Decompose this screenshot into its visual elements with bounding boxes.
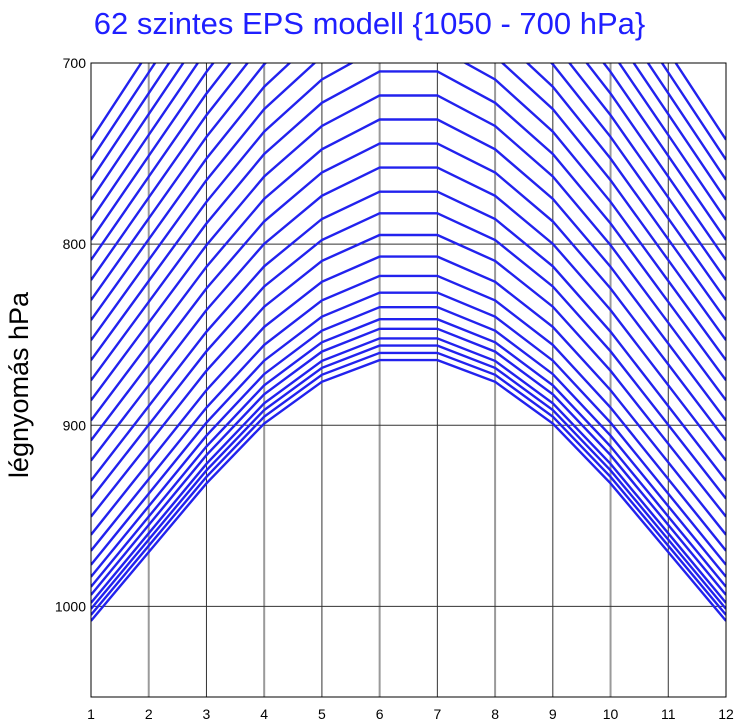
model-level-line [91, 318, 726, 588]
x-tick-label: 11 [661, 706, 676, 722]
y-tick-label: 800 [63, 236, 87, 252]
model-level-line [91, 63, 726, 361]
x-tick-label: 3 [203, 706, 211, 722]
plot-frame [90, 62, 727, 698]
model-level-line [91, 233, 726, 518]
y-tick-label: 1000 [55, 598, 86, 614]
x-tick-label: 7 [433, 706, 441, 722]
model-level-line [91, 255, 726, 536]
x-tick-label: 10 [603, 706, 619, 722]
model-level-line [91, 118, 726, 422]
x-tick-label: 1 [87, 706, 95, 722]
model-level-line [91, 351, 726, 616]
model-level-line [91, 212, 726, 500]
x-tick-label: 2 [145, 706, 153, 722]
model-level-line [91, 274, 726, 552]
x-tick-label: 4 [260, 706, 268, 722]
model-level-line [91, 358, 726, 622]
model-level-line [91, 63, 726, 261]
model-level-line [91, 63, 726, 181]
x-tick-label: 9 [549, 706, 557, 722]
model-level-line [91, 63, 726, 241]
x-tick-label: 6 [376, 706, 384, 722]
model-level-line [91, 337, 726, 604]
model-level-line [91, 63, 726, 341]
y-tick-label: 700 [63, 55, 87, 71]
chart-title: 62 szintes EPS modell {1050 - 700 hPa} [93, 6, 646, 41]
model-level-line [91, 63, 726, 321]
model-level-line [91, 190, 726, 482]
model-level-line [91, 63, 726, 301]
model-level-line [91, 327, 726, 596]
x-tick-label: 12 [718, 706, 734, 722]
model-level-line [91, 344, 726, 610]
y-tick-label: 900 [63, 417, 87, 433]
grid [91, 63, 726, 697]
model-level-line [91, 291, 726, 566]
model-level-line [91, 166, 726, 462]
x-tick-label: 5 [318, 706, 326, 722]
model-level-line [91, 94, 726, 402]
model-level-line [91, 63, 726, 221]
model-level-line [91, 63, 726, 281]
model-level-line [91, 142, 726, 442]
model-level-line [91, 70, 726, 382]
model-level-line [91, 306, 726, 578]
series-lines [91, 63, 726, 622]
x-tick-label: 8 [491, 706, 499, 722]
